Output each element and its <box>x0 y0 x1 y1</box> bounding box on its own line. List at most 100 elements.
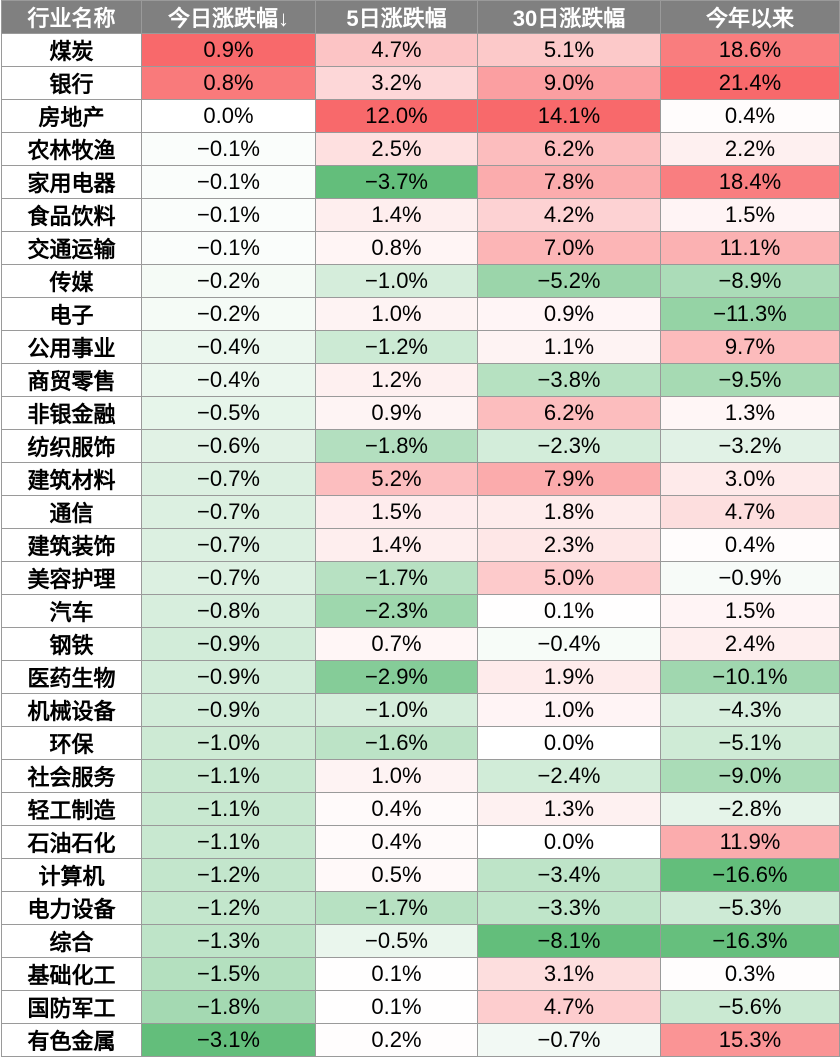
today-change-cell: 0.8% <box>141 66 316 100</box>
today-change-cell: −0.7% <box>141 462 316 496</box>
header-30day-change[interactable]: 30日涨跌幅 <box>477 0 661 34</box>
30day-change-cell: −3.8% <box>477 363 661 397</box>
5day-change-cell: 0.7% <box>315 627 478 661</box>
industry-name-cell: 医药生物 <box>1 660 142 694</box>
industry-name-cell: 石油石化 <box>1 825 142 859</box>
ytd-change-cell: −5.1% <box>660 726 840 760</box>
ytd-change-cell: 0.4% <box>660 99 840 133</box>
table-row: 交通运输 −0.1% 0.8% 7.0% 11.1% <box>1 231 840 265</box>
ytd-change-cell: −16.6% <box>660 858 840 892</box>
5day-change-cell: 1.4% <box>315 198 478 232</box>
30day-change-cell: 5.0% <box>477 561 661 595</box>
ytd-change-cell: −3.2% <box>660 429 840 463</box>
table-row: 通信 −0.7% 1.5% 1.8% 4.7% <box>1 495 840 529</box>
ytd-change-cell: −8.9% <box>660 264 840 298</box>
table-row: 电力设备 −1.2% −1.7% −3.3% −5.3% <box>1 891 840 925</box>
30day-change-cell: 0.1% <box>477 594 661 628</box>
30day-change-cell: 0.0% <box>477 825 661 859</box>
today-change-cell: −0.7% <box>141 495 316 529</box>
30day-change-cell: 0.0% <box>477 726 661 760</box>
30day-change-cell: −3.3% <box>477 891 661 925</box>
ytd-change-cell: −5.3% <box>660 891 840 925</box>
30day-change-cell: −0.4% <box>477 627 661 661</box>
header-ytd-change[interactable]: 今年以来 <box>660 0 840 34</box>
ytd-change-cell: −10.1% <box>660 660 840 694</box>
table-row: 银行 0.8% 3.2% 9.0% 21.4% <box>1 66 840 100</box>
ytd-change-cell: −0.9% <box>660 561 840 595</box>
industry-name-cell: 公用事业 <box>1 330 142 364</box>
ytd-change-cell: 0.4% <box>660 528 840 562</box>
5day-change-cell: 0.8% <box>315 231 478 265</box>
today-change-cell: −1.2% <box>141 858 316 892</box>
industry-name-cell: 建筑材料 <box>1 462 142 496</box>
industry-name-cell: 银行 <box>1 66 142 100</box>
ytd-change-cell: 3.0% <box>660 462 840 496</box>
industry-name-cell: 机械设备 <box>1 693 142 727</box>
5day-change-cell: 1.5% <box>315 495 478 529</box>
table-row: 非银金融 −0.5% 0.9% 6.2% 1.3% <box>1 396 840 430</box>
5day-change-cell: 12.0% <box>315 99 478 133</box>
today-change-cell: −1.3% <box>141 924 316 958</box>
ytd-change-cell: 11.9% <box>660 825 840 859</box>
today-change-cell: −1.1% <box>141 759 316 793</box>
industry-name-cell: 建筑装饰 <box>1 528 142 562</box>
header-industry-name[interactable]: 行业名称 <box>1 0 142 34</box>
table-row: 有色金属 −3.1% 0.2% −0.7% 15.3% <box>1 1023 840 1057</box>
ytd-change-cell: −5.6% <box>660 990 840 1024</box>
table-row: 环保 −1.0% −1.6% 0.0% −5.1% <box>1 726 840 760</box>
30day-change-cell: 5.1% <box>477 33 661 67</box>
30day-change-cell: −2.4% <box>477 759 661 793</box>
5day-change-cell: −0.5% <box>315 924 478 958</box>
header-row: 行业名称 今日涨跌幅↓ 5日涨跌幅 30日涨跌幅 今年以来 <box>1 0 840 34</box>
table-row: 计算机 −1.2% 0.5% −3.4% −16.6% <box>1 858 840 892</box>
industry-name-cell: 国防军工 <box>1 990 142 1024</box>
30day-change-cell: −0.7% <box>477 1023 661 1057</box>
ytd-change-cell: 21.4% <box>660 66 840 100</box>
ytd-change-cell: 11.1% <box>660 231 840 265</box>
industry-name-cell: 纺织服饰 <box>1 429 142 463</box>
ytd-change-cell: −9.0% <box>660 759 840 793</box>
table-row: 机械设备 −0.9% −1.0% 1.0% −4.3% <box>1 693 840 727</box>
5day-change-cell: −1.7% <box>315 561 478 595</box>
30day-change-cell: 1.9% <box>477 660 661 694</box>
today-change-cell: −0.7% <box>141 561 316 595</box>
30day-change-cell: −2.3% <box>477 429 661 463</box>
table-row: 纺织服饰 −0.6% −1.8% −2.3% −3.2% <box>1 429 840 463</box>
table-row: 食品饮料 −0.1% 1.4% 4.2% 1.5% <box>1 198 840 232</box>
table-row: 建筑材料 −0.7% 5.2% 7.9% 3.0% <box>1 462 840 496</box>
5day-change-cell: 0.5% <box>315 858 478 892</box>
industry-name-cell: 非银金融 <box>1 396 142 430</box>
header-today-change[interactable]: 今日涨跌幅↓ <box>141 0 316 34</box>
industry-name-cell: 综合 <box>1 924 142 958</box>
industry-name-cell: 商贸零售 <box>1 363 142 397</box>
5day-change-cell: 1.0% <box>315 297 478 331</box>
today-change-cell: −1.1% <box>141 825 316 859</box>
ytd-change-cell: 9.7% <box>660 330 840 364</box>
5day-change-cell: 4.7% <box>315 33 478 67</box>
5day-change-cell: 1.2% <box>315 363 478 397</box>
table-row: 煤炭 0.9% 4.7% 5.1% 18.6% <box>1 33 840 67</box>
header-5day-change[interactable]: 5日涨跌幅 <box>315 0 478 34</box>
table-row: 建筑装饰 −0.7% 1.4% 2.3% 0.4% <box>1 528 840 562</box>
ytd-change-cell: 4.7% <box>660 495 840 529</box>
ytd-change-cell: 15.3% <box>660 1023 840 1057</box>
5day-change-cell: −1.0% <box>315 264 478 298</box>
5day-change-cell: 0.4% <box>315 792 478 826</box>
table-row: 钢铁 −0.9% 0.7% −0.4% 2.4% <box>1 627 840 661</box>
table-row: 家用电器 −0.1% −3.7% 7.8% 18.4% <box>1 165 840 199</box>
ytd-change-cell: −16.3% <box>660 924 840 958</box>
table-row: 汽车 −0.8% −2.3% 0.1% 1.5% <box>1 594 840 628</box>
today-change-cell: −0.1% <box>141 132 316 166</box>
industry-name-cell: 有色金属 <box>1 1023 142 1057</box>
table-row: 医药生物 −0.9% −2.9% 1.9% −10.1% <box>1 660 840 694</box>
today-change-cell: −0.2% <box>141 297 316 331</box>
table-row: 商贸零售 −0.4% 1.2% −3.8% −9.5% <box>1 363 840 397</box>
5day-change-cell: 0.1% <box>315 957 478 991</box>
table-row: 石油石化 −1.1% 0.4% 0.0% 11.9% <box>1 825 840 859</box>
5day-change-cell: −1.6% <box>315 726 478 760</box>
today-change-cell: −0.9% <box>141 660 316 694</box>
today-change-cell: −3.1% <box>141 1023 316 1057</box>
industry-name-cell: 基础化工 <box>1 957 142 991</box>
today-change-cell: −1.0% <box>141 726 316 760</box>
30day-change-cell: 1.0% <box>477 693 661 727</box>
